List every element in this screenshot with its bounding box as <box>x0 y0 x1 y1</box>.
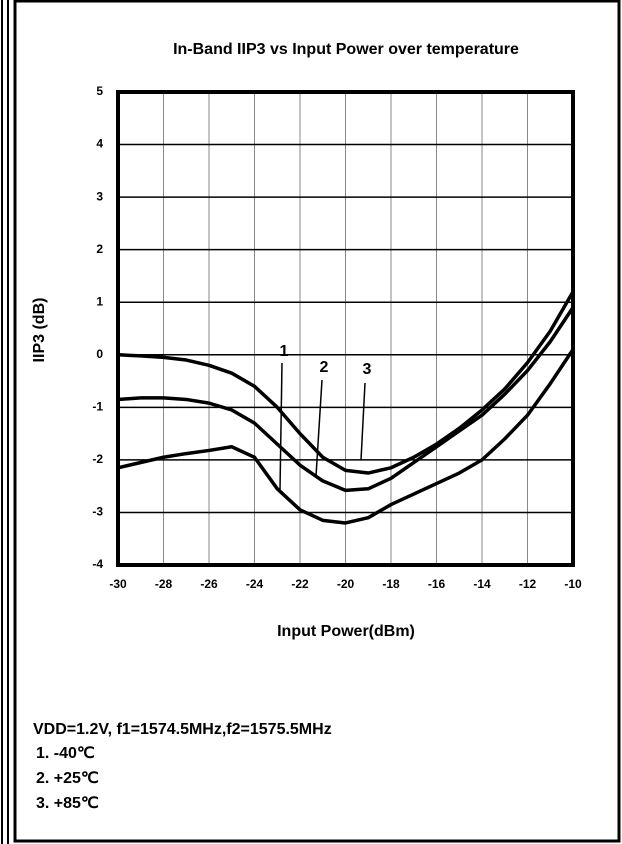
legend-entry: 3. +85℃ <box>36 795 99 812</box>
y-tick-label: -4 <box>92 557 103 571</box>
y-tick-label: 0 <box>96 347 103 361</box>
chart-title: In-Band IIP3 vs Input Power over tempera… <box>173 41 519 58</box>
legend-entry: 1. -40℃ <box>36 745 95 762</box>
y-tick-label: 5 <box>96 84 103 98</box>
y-axis-label: IIP3 (dB) <box>31 298 48 363</box>
series-label: 3 <box>363 361 372 378</box>
plot-frame <box>116 90 575 567</box>
series-label: 1 <box>280 343 289 360</box>
x-tick-label: -20 <box>337 577 355 591</box>
legend-entry: 2. +25℃ <box>36 770 99 787</box>
y-tick-label: -3 <box>92 505 103 519</box>
x-tick-label: -24 <box>246 577 264 591</box>
x-tick-label: -16 <box>428 577 446 591</box>
label-pointer <box>279 362 283 491</box>
label-pointer <box>360 382 366 461</box>
x-axis-label: Input Power(dBm) <box>277 623 415 640</box>
y-tick-label: 3 <box>96 189 103 203</box>
line <box>117 306 575 493</box>
x-tick-label: -14 <box>473 577 491 591</box>
conditions: VDD=1.2V, f1=1574.5MHz,f2=1575.5MHz <box>33 721 332 738</box>
frame <box>13 0 621 843</box>
x-tick-label: -22 <box>291 577 309 591</box>
y-tick-label: -2 <box>92 452 103 466</box>
y-tick-label: -1 <box>92 400 103 414</box>
series-label: 2 <box>320 359 329 376</box>
y-tick-label: 2 <box>96 242 103 256</box>
y-tick-label: 4 <box>96 137 103 151</box>
x-tick-label: -30 <box>109 577 127 591</box>
x-tick-label: -10 <box>564 577 582 591</box>
line <box>117 348 575 525</box>
label-pointer <box>315 379 323 477</box>
x-tick-label: -28 <box>155 577 173 591</box>
x-tick-label: -26 <box>200 577 218 591</box>
x-tick-label: -12 <box>519 577 537 591</box>
x-tick-label: -18 <box>382 577 400 591</box>
y-tick-label: 1 <box>96 294 103 308</box>
line <box>117 290 575 475</box>
